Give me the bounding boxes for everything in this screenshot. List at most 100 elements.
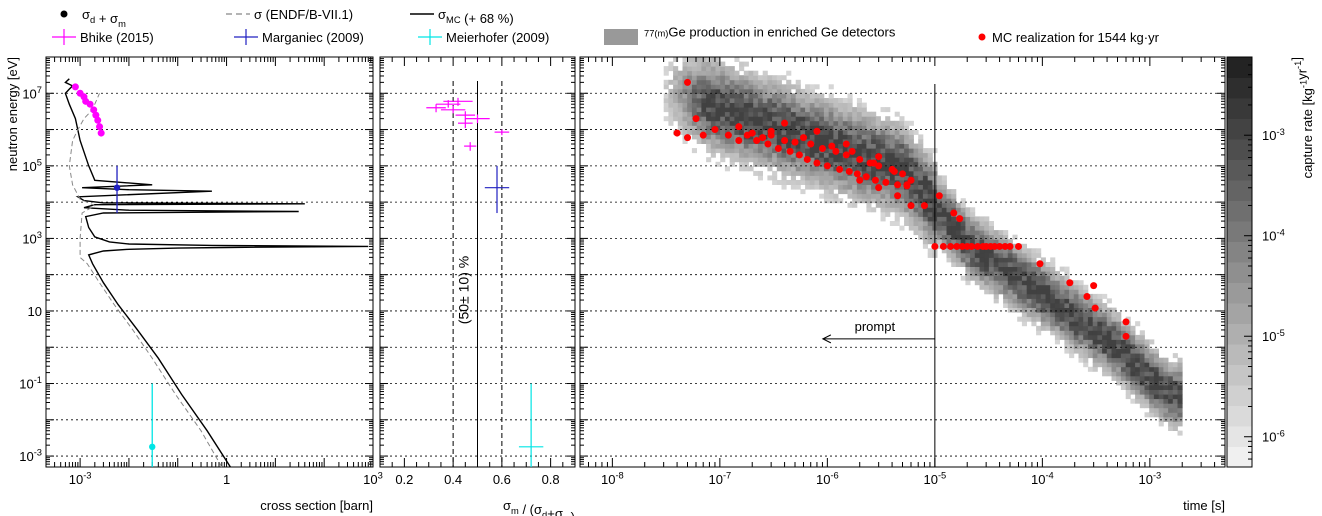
heatmap-cell [1102,312,1108,318]
heatmap-cell [701,102,707,108]
heatmap-cell [880,189,886,195]
heatmap-cell [833,157,839,163]
heatmap-cell [753,157,759,163]
heatmap-cell [1050,330,1056,336]
heatmap-cell [889,120,895,126]
heatmap-cell [951,252,957,258]
heatmap-cell [753,125,759,131]
heatmap-cell [1139,398,1145,404]
heatmap-cell [724,139,730,144]
heatmap-cell [979,252,985,258]
heatmap-cell [1172,403,1178,409]
heatmap-cell [1040,312,1046,318]
heatmap-cell [687,102,693,108]
heatmap-cell [979,257,985,263]
heatmap-cell [861,157,867,163]
heatmap-cell [757,102,763,108]
heatmap-cell [729,129,735,135]
heatmap-cell [790,84,796,90]
heatmap-cell [1102,357,1108,363]
heatmap-cell [918,157,924,163]
heatmap-cell [1144,385,1150,390]
heatmap-cell [790,120,796,126]
heatmap-cell [1144,375,1150,381]
text-run: 10 [601,472,615,487]
heatmap-cell [1050,307,1056,313]
heatmap-cell [951,189,957,195]
ratio-x-axis-label: σm / (σd+σm) [503,498,575,516]
heatmap-cell [998,289,1004,295]
heatmap-cell [1125,357,1131,363]
heatmap-cell [1097,321,1103,327]
heatmap-cell [795,98,801,103]
heatmap-cell [1120,362,1126,368]
heatmap-cell [856,102,862,108]
heatmap-cell [696,66,702,72]
heatmap-cell [720,107,726,113]
heatmap-cell [1135,394,1141,400]
heatmap-cell [922,175,928,181]
heatmap-cell [894,207,900,213]
data-point [90,106,98,114]
heatmap-cell [1045,266,1051,272]
data-point [71,83,79,91]
heatmap-cell [1012,289,1018,295]
heatmap-cell [1177,366,1183,372]
heatmap-cell [960,207,966,213]
heatmap-cell [1111,325,1117,331]
heatmap-cell [1125,389,1131,395]
heatmap-cell [965,234,971,240]
heatmap-cell [1139,366,1145,372]
mc-data-point [786,147,794,155]
heatmap-cell [1111,330,1117,336]
heatmap-cell [1130,389,1136,395]
heatmap-cell [946,202,952,208]
heatmap-cell [805,175,811,181]
heatmap-cell [1078,284,1084,290]
heatmap-cell [899,134,905,140]
heatmap-cell [691,107,697,113]
heatmap-cell [1163,403,1169,409]
heatmap-cell [927,230,933,236]
heatmap-cell [1106,307,1112,313]
heatmap-cell [1130,371,1136,377]
cross-section-grid [46,92,373,457]
heatmap-cell [866,184,872,190]
heatmap-cell [988,257,994,263]
heatmap-cell [1111,321,1117,327]
heatmap-cell [724,111,730,117]
heatmap-cell [1111,362,1117,368]
heatmap-cell [984,225,990,231]
heatmap-cell [937,243,943,249]
heatmap-cell [701,84,707,90]
heatmap-cell [927,198,933,204]
heatmap-cell [767,111,773,117]
heatmap-cell [838,189,844,195]
heatmap-cell [1172,353,1178,359]
heatmap-cell [1120,357,1126,363]
heatmap-cell [904,120,910,126]
heatmap-cell [772,88,778,94]
heatmap-cell [1177,357,1183,363]
heatmap-cell [663,98,669,103]
heatmap-cell [701,107,707,113]
heatmap-cell [937,221,943,226]
heatmap-cell [814,107,820,113]
heatmap-cell [767,120,773,126]
heatmap-cell [743,70,749,76]
heatmap-cell [828,189,834,195]
heatmap-cell [1069,330,1075,336]
colorbar-ticks: 10-610-510-410-3 [1244,56,1285,468]
heatmap-cell [1087,321,1093,327]
text-run: + σ [95,11,118,26]
heatmap-cell [955,221,961,226]
heatmap-cell [941,180,947,185]
heatmap-cell [1017,257,1023,263]
heatmap-cell [682,66,688,72]
heatmap-cell [885,134,891,140]
heatmap-cell [748,139,754,144]
heatmap-cell [748,75,754,81]
heatmap-cell [1149,385,1155,390]
heatmap-cell [918,193,924,199]
heatmap-cell [1064,339,1070,345]
